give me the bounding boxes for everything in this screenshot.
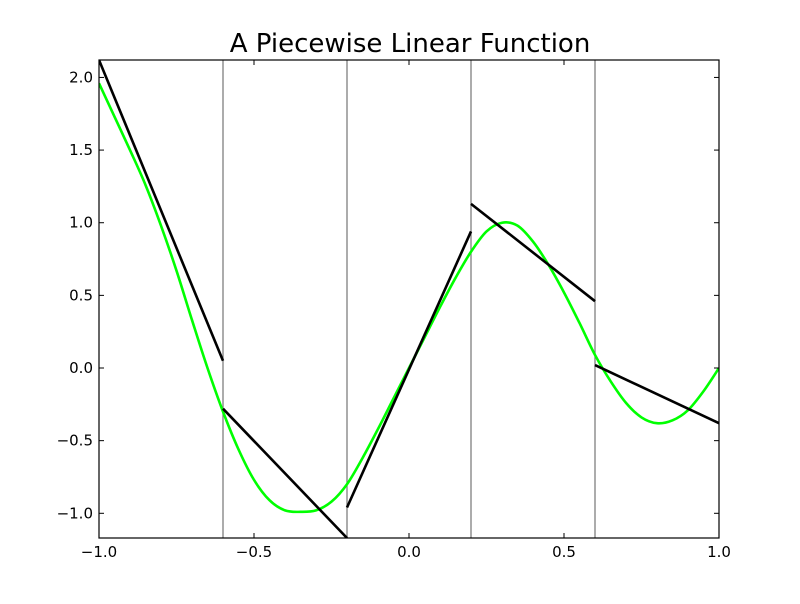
x-tick-label: 0.5 (552, 543, 576, 561)
y-tick-label: 0.5 (69, 286, 93, 304)
y-tick-label: 1.0 (69, 214, 93, 232)
x-tick-label: 0.0 (397, 543, 421, 561)
segments-layer (99, 60, 719, 538)
chart-title: A Piecewise Linear Function (230, 29, 591, 59)
x-tick-label: −0.5 (236, 543, 272, 561)
plot-frame (98, 59, 720, 539)
linear-segment-0 (99, 60, 225, 362)
x-tick-label: 1.0 (707, 543, 731, 561)
smooth-curve-line (99, 82, 719, 514)
x-tick-label: −1.0 (81, 543, 117, 561)
ticks-layer: −1.0 −0.5 0.0 0.5 1.0 −1.0 −0.5 0.0 0.5 1.0 1.5 2.0 (57, 60, 731, 561)
linear-segment-4 (594, 363, 719, 425)
y-tick-label: 2.0 (69, 68, 93, 86)
y-tick-label: −0.5 (57, 432, 93, 450)
linear-segment-1 (222, 407, 348, 538)
linear-segment-2 (345, 230, 473, 509)
breakpoint-lines (222, 60, 596, 538)
y-tick-label: 0.0 (69, 359, 93, 377)
plot-frame-layer (98, 59, 720, 539)
linear-segment-3 (470, 202, 596, 303)
y-tick-label: −1.0 (57, 504, 93, 522)
curve-layer (99, 82, 719, 514)
y-tick-label: 1.5 (69, 141, 93, 159)
